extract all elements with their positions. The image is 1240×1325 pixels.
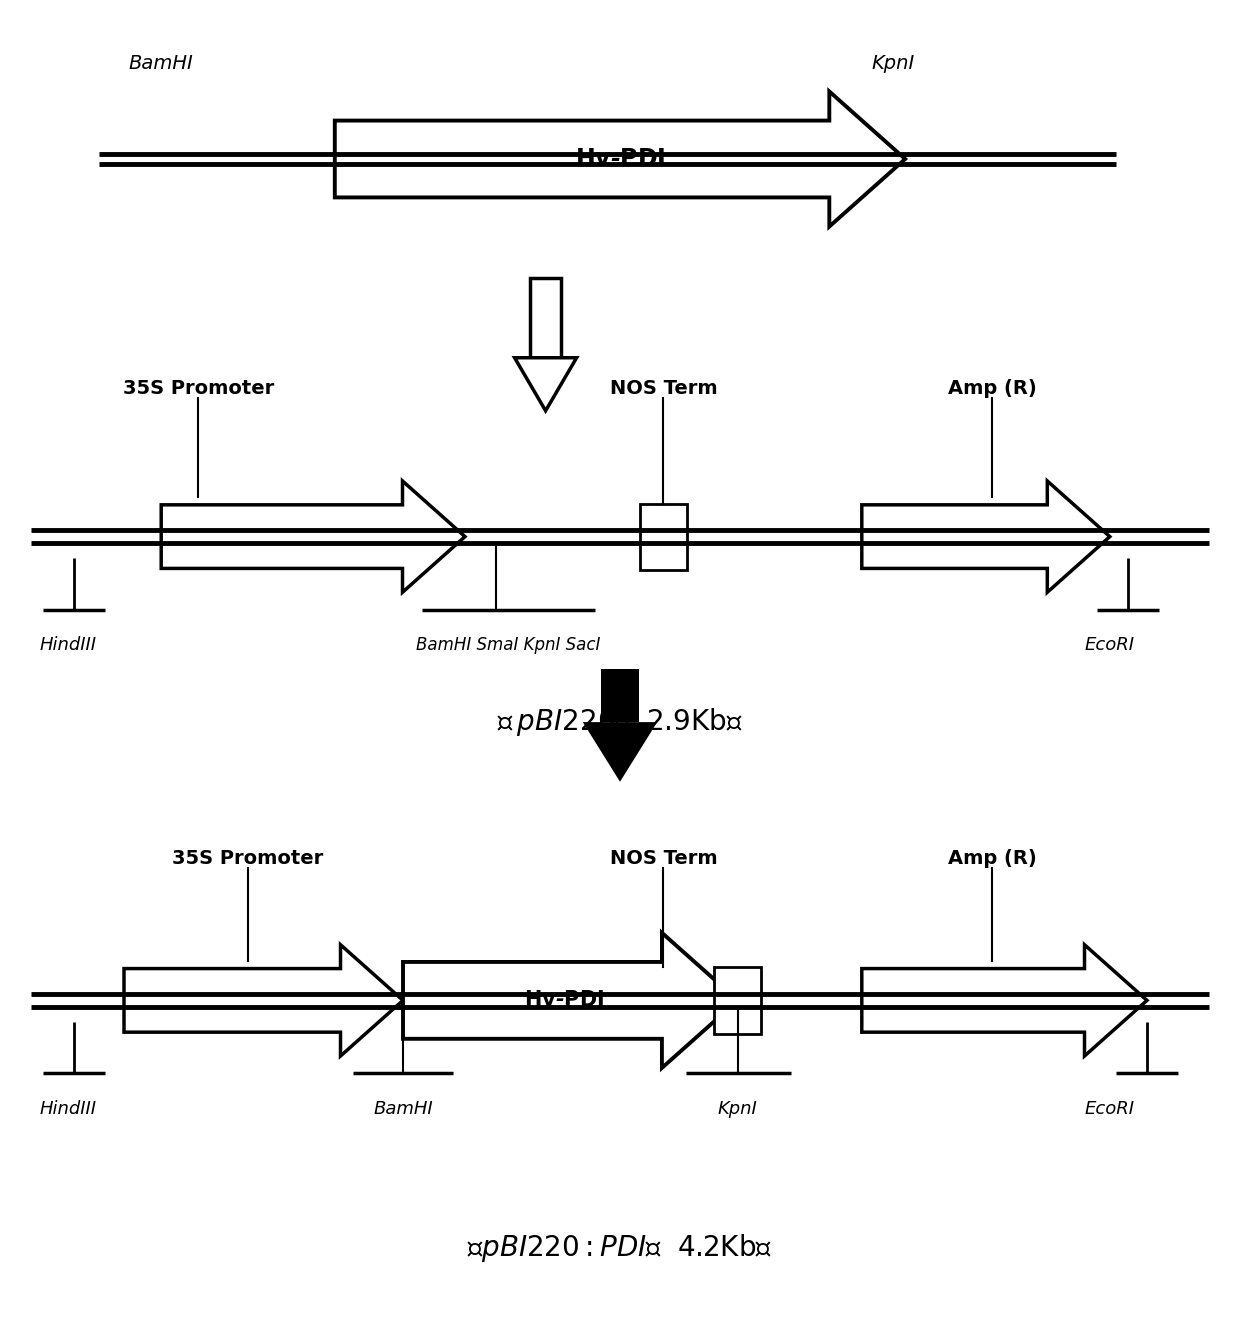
Text: KpnI: KpnI — [718, 1100, 758, 1118]
Text: NOS Term: NOS Term — [610, 379, 717, 398]
Text: HindIII: HindIII — [40, 1100, 97, 1118]
Text: Amp (R): Amp (R) — [947, 849, 1037, 868]
Text: Amp (R): Amp (R) — [947, 379, 1037, 398]
Polygon shape — [161, 481, 465, 592]
Text: （ $\it{pBI220}$，  2.9Kb）: （ $\it{pBI220}$， 2.9Kb） — [497, 706, 743, 738]
Polygon shape — [583, 722, 657, 782]
Polygon shape — [335, 91, 905, 227]
Text: （$\it{pBI220:PDI}$，  4.2Kb）: （$\it{pBI220:PDI}$， 4.2Kb） — [467, 1232, 773, 1264]
Text: KpnI: KpnI — [872, 54, 914, 73]
Text: 35S Promoter: 35S Promoter — [123, 379, 274, 398]
Text: 35S Promoter: 35S Promoter — [172, 849, 324, 868]
Polygon shape — [862, 945, 1147, 1056]
Polygon shape — [862, 481, 1110, 592]
Text: EcoRⅠ: EcoRⅠ — [1085, 636, 1135, 655]
Text: NOS Term: NOS Term — [610, 849, 717, 868]
Polygon shape — [403, 933, 738, 1068]
Polygon shape — [124, 945, 403, 1056]
Text: EcoRⅠ: EcoRⅠ — [1085, 1100, 1135, 1118]
Text: BamHⅠ: BamHⅠ — [129, 54, 193, 73]
Text: BamHI SmaI KpnI SacI: BamHI SmaI KpnI SacI — [417, 636, 600, 655]
Bar — [714, 967, 761, 1034]
Text: $\bf{Hv}$-$\bf{PDI}$: $\bf{Hv}$-$\bf{PDI}$ — [525, 990, 604, 1011]
Text: BamHI: BamHI — [373, 1100, 433, 1118]
Text: $\bf{Hv}$-$\bf{PDI}$: $\bf{Hv}$-$\bf{PDI}$ — [574, 147, 666, 171]
Bar — [531, 278, 560, 358]
Text: HindIII: HindIII — [40, 636, 97, 655]
Bar — [601, 669, 639, 722]
Polygon shape — [515, 358, 577, 411]
Bar — [640, 504, 687, 570]
